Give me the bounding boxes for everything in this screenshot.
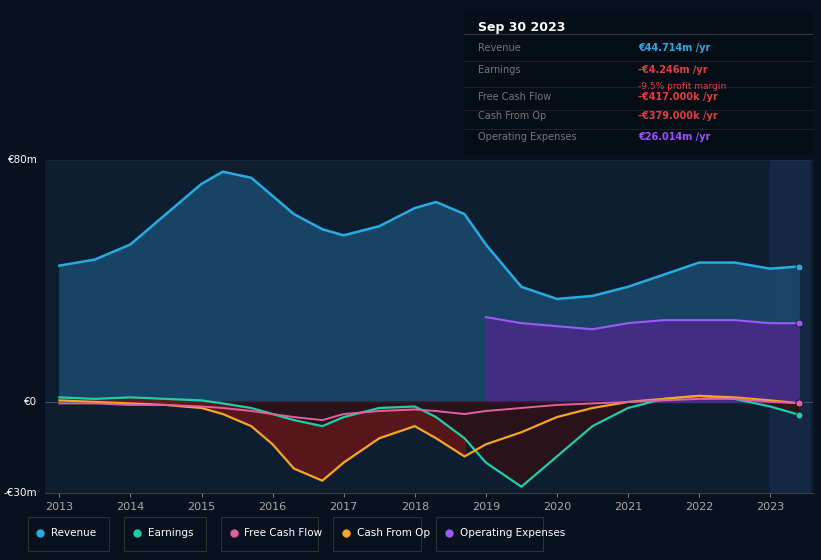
Text: Earnings: Earnings bbox=[148, 529, 193, 538]
Text: Sep 30 2023: Sep 30 2023 bbox=[478, 21, 565, 34]
Text: -€379.000k /yr: -€379.000k /yr bbox=[639, 111, 718, 121]
Text: €44.714m /yr: €44.714m /yr bbox=[639, 43, 711, 53]
Text: Operating Expenses: Operating Expenses bbox=[478, 132, 576, 142]
Bar bbox=[770, 160, 810, 493]
Text: -€4.246m /yr: -€4.246m /yr bbox=[639, 66, 708, 76]
Text: Operating Expenses: Operating Expenses bbox=[460, 529, 565, 538]
Text: €80m: €80m bbox=[7, 155, 38, 165]
Text: €26.014m /yr: €26.014m /yr bbox=[639, 132, 711, 142]
Text: Cash From Op: Cash From Op bbox=[356, 529, 429, 538]
Text: Revenue: Revenue bbox=[478, 43, 521, 53]
Text: -€30m: -€30m bbox=[4, 488, 38, 498]
Text: Free Cash Flow: Free Cash Flow bbox=[478, 92, 551, 102]
Text: -€417.000k /yr: -€417.000k /yr bbox=[639, 92, 718, 102]
Text: Free Cash Flow: Free Cash Flow bbox=[245, 529, 323, 538]
Text: Revenue: Revenue bbox=[51, 529, 96, 538]
Text: €0: €0 bbox=[25, 397, 38, 407]
Text: Cash From Op: Cash From Op bbox=[478, 111, 546, 121]
Text: Earnings: Earnings bbox=[478, 66, 521, 76]
Text: -9.5% profit margin: -9.5% profit margin bbox=[639, 82, 727, 91]
